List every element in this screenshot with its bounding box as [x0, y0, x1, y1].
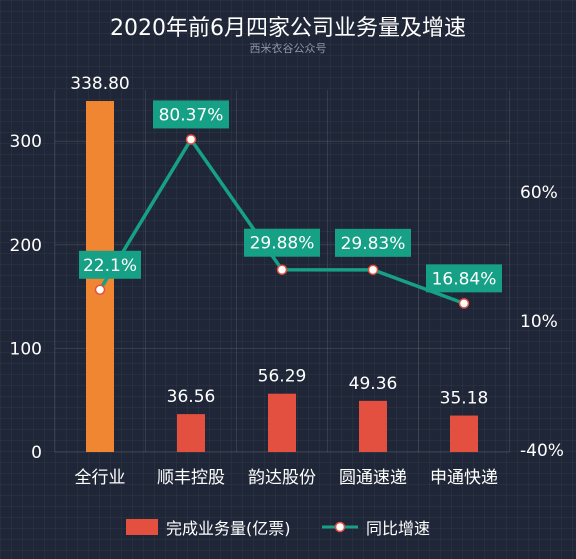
left-axis-tick: 200 — [10, 236, 42, 256]
left-axis-tick: 0 — [31, 443, 42, 463]
left-axis-tick: 300 — [10, 132, 42, 152]
line-point — [276, 264, 288, 275]
line-point — [185, 134, 197, 145]
line-point — [94, 284, 106, 296]
right-axis-tick: -40% — [520, 441, 564, 461]
grid-lines — [54, 90, 510, 453]
right-axis-tick: 10% — [520, 312, 558, 332]
category-label: 顺丰控股 — [157, 468, 225, 488]
chart-subtitle: 西米衣谷公众号 — [250, 41, 327, 55]
category-label: 申通快递 — [430, 468, 498, 488]
bar — [450, 415, 478, 452]
category-label: 圆通速递 — [339, 468, 407, 488]
bar-value-label: 338.80 — [70, 74, 129, 94]
growth-value-label: 16.84% — [432, 269, 497, 289]
growth-line — [98, 137, 465, 305]
legend-bar-label: 完成业务量(亿票) — [166, 519, 291, 538]
bar-value-label: 35.18 — [440, 389, 489, 409]
line-point — [458, 298, 470, 309]
bar-series — [86, 101, 478, 452]
legend-line-marker — [334, 521, 346, 533]
bar-value-label: 56.29 — [258, 367, 307, 387]
growth-label-box — [79, 250, 141, 279]
left-axis-tick: 100 — [10, 339, 42, 359]
growth-label-box — [153, 100, 229, 129]
bar-value-label: 49.36 — [349, 374, 398, 394]
legend-line-label: 同比增速 — [366, 519, 430, 538]
growth-label-box — [426, 264, 502, 293]
legend: 完成业务量(亿票) 同比增速 — [126, 519, 430, 538]
growth-label-box — [335, 228, 411, 257]
chart-title: 2020年前6月四家公司业务量及增速 — [110, 16, 466, 41]
line-series — [94, 134, 470, 309]
growth-value-label: 22.1% — [83, 256, 137, 276]
bar-value-label: 36.56 — [167, 387, 216, 407]
line-point — [367, 264, 379, 276]
growth-label-box — [244, 228, 320, 257]
data-labels: 338.80 36.56 56.29 49.36 35.18 22.1% 80.37% 29.… — [70, 74, 502, 409]
category-label: 韵达股份 — [248, 468, 316, 488]
growth-value-label: 29.88% — [250, 234, 315, 254]
bar — [359, 400, 387, 452]
growth-value-label: 29.83% — [341, 234, 406, 254]
growth-value-label: 80.37% — [159, 105, 224, 125]
bar — [177, 414, 205, 452]
category-label: 全行业 — [75, 468, 126, 488]
legend-bar-swatch — [126, 519, 158, 535]
axis-labels: 0 100 200 300 -40% 10% 60% 全行业 顺丰控股 韵达股份 圆通速递 申通快递 — [10, 132, 564, 488]
bar — [268, 393, 296, 452]
right-axis-tick: 60% — [520, 183, 558, 203]
